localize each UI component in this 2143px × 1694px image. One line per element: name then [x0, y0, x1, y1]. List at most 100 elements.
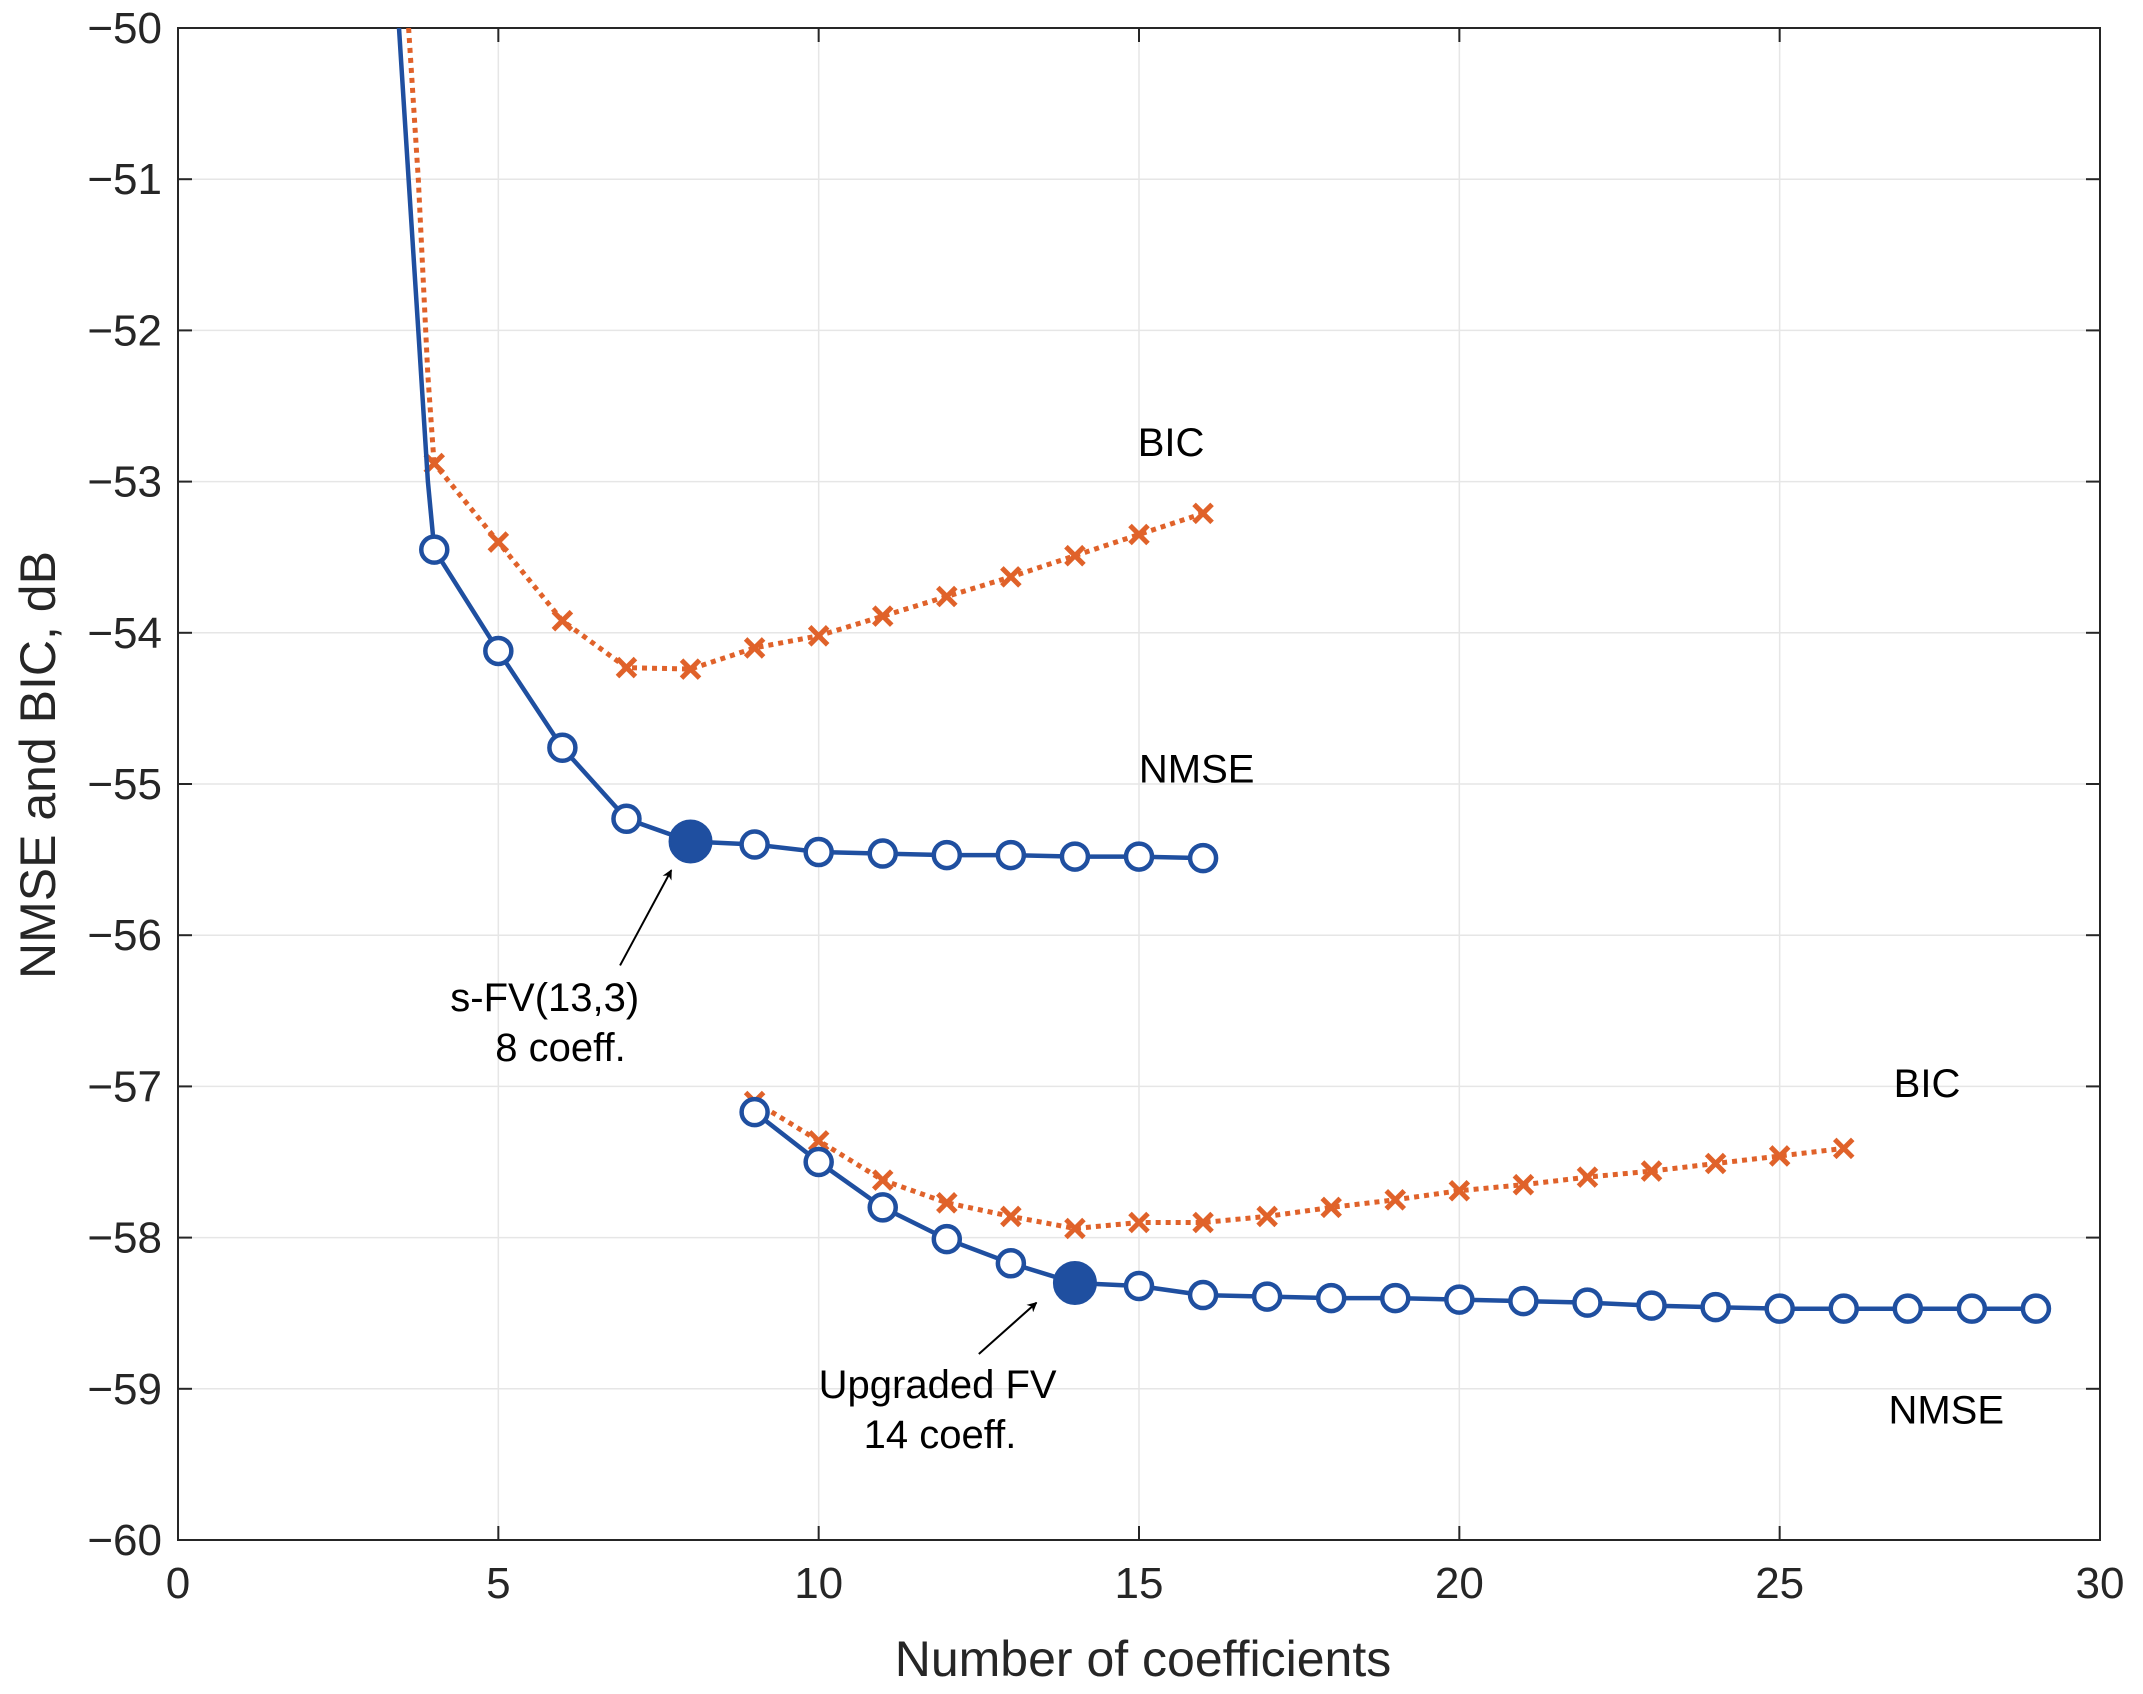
series-layer	[396, 28, 2052, 1324]
series-label: BIC	[1894, 1062, 1961, 1106]
y-tick-label: −51	[87, 155, 162, 204]
bic-point	[1640, 1160, 1663, 1182]
series-label: BIC	[1138, 421, 1205, 465]
nmse-point	[1123, 1270, 1155, 1302]
nmse-point	[803, 1146, 834, 1178]
bic-point	[1064, 544, 1086, 567]
selected-point	[1052, 1260, 1097, 1305]
bic-point	[1384, 1189, 1407, 1211]
y-tick-label: −52	[87, 306, 162, 355]
grid	[178, 28, 2100, 1540]
bic-point	[1512, 1173, 1535, 1196]
nmse-point	[1444, 1284, 1475, 1315]
bic-point	[1000, 1205, 1022, 1228]
bic-point	[1704, 1152, 1727, 1175]
bic-point	[936, 585, 958, 608]
nmse-point	[1956, 1293, 1988, 1324]
nmse-point	[547, 732, 578, 763]
y-tick-label: −59	[87, 1365, 162, 1414]
nmse-point	[1187, 1279, 1219, 1311]
plot-frame	[177, 27, 2101, 1541]
y-tick-label: −57	[87, 1062, 162, 1111]
bic-point	[1192, 502, 1214, 525]
nmse-point	[1700, 1291, 1731, 1323]
bic-point	[1320, 1196, 1342, 1219]
y-tick-label: −50	[87, 4, 162, 53]
nmse-point	[1636, 1290, 1667, 1321]
nmse-line	[753, 1110, 2036, 1311]
bic-point	[1128, 523, 1150, 546]
nmse-point	[611, 803, 642, 835]
y-tick-label: −54	[87, 609, 162, 658]
bic-point	[487, 531, 510, 553]
annotation-arrow	[978, 1301, 1038, 1355]
nmse-point	[1572, 1287, 1603, 1318]
y-tick-label: −55	[87, 760, 162, 809]
data-group	[396, 28, 2052, 1324]
y-tick-label: −60	[87, 1516, 162, 1565]
bic-point	[1256, 1205, 1278, 1228]
nmse-point	[931, 839, 963, 871]
bic-point	[1576, 1166, 1599, 1188]
bic-point	[1448, 1179, 1471, 1202]
bic-point	[1832, 1137, 1855, 1160]
nmse-point	[1828, 1293, 1859, 1324]
bic-line	[406, 28, 1204, 672]
nmse-point	[867, 838, 898, 869]
nmse-point	[803, 836, 834, 868]
bic-point	[1064, 1217, 1086, 1240]
y-axis-label: NMSE and BIC, dB	[10, 551, 66, 979]
bic-point	[1192, 1211, 1214, 1234]
nmse-point	[1380, 1282, 1411, 1314]
x-tick-label: 10	[794, 1559, 843, 1608]
y-tick-label: −56	[87, 911, 162, 960]
bic-point	[936, 1192, 958, 1214]
nmse-point	[1251, 1281, 1283, 1312]
bic-point	[551, 609, 574, 632]
x-axis-label: Number of coefficients	[895, 1631, 1392, 1687]
annotation-arrow	[619, 869, 673, 966]
annotation-text: s-FV(13,3)	[450, 976, 639, 1020]
bic-point	[679, 658, 702, 680]
nmse-point	[1508, 1285, 1539, 1317]
x-tick-label: 25	[1755, 1559, 1804, 1608]
x-tick-label: 20	[1435, 1559, 1484, 1608]
annotation-text: 8 coeff.	[495, 1026, 625, 1070]
bic-point	[1000, 566, 1022, 588]
y-tick-label: −58	[87, 1214, 162, 1263]
annotation-text: Upgraded FV	[819, 1363, 1057, 1407]
x-tick-label: 30	[2076, 1559, 2125, 1608]
nmse-point	[739, 1096, 770, 1128]
series-label: NMSE	[1888, 1389, 2004, 1433]
selected-point	[668, 819, 713, 864]
bic-point	[871, 1169, 894, 1191]
y-tick-label: −53	[87, 458, 162, 507]
nmse-point	[867, 1192, 898, 1223]
nmse-point	[1059, 841, 1091, 872]
annotation-text: 14 coeff.	[864, 1413, 1017, 1457]
x-tick-label: 0	[166, 1559, 190, 1608]
series-label: NMSE	[1139, 747, 1255, 791]
nmse-point	[1892, 1293, 1924, 1324]
bic-line	[753, 1099, 1844, 1231]
tick-labels: 0 5 10 15 20 25 30 −60 −59 −58 −57 −56 −55 −54 −53 −52 −…	[87, 4, 2124, 1608]
annotations: BIC NMSE BIC NMSE s-FV(13,3) 8 coeff. Upgraded…	[450, 421, 2004, 1457]
bic-point	[807, 1130, 830, 1152]
nmse-line	[396, 28, 1204, 861]
nmse-point	[1764, 1293, 1795, 1324]
bic-point	[871, 605, 894, 627]
bic-point	[615, 656, 638, 679]
nmse-point	[2020, 1293, 2052, 1324]
nmse-point	[1315, 1282, 1347, 1314]
x-tick-label: 5	[486, 1559, 510, 1608]
nmse-point	[1123, 841, 1155, 872]
nmse-point	[995, 839, 1027, 871]
bic-point	[1128, 1211, 1150, 1234]
nmse-point	[931, 1223, 963, 1255]
bic-point	[807, 625, 830, 647]
bic-point	[1768, 1145, 1791, 1167]
nmse-point	[995, 1248, 1027, 1279]
bic-point	[743, 637, 766, 659]
nmse-point	[739, 829, 770, 860]
